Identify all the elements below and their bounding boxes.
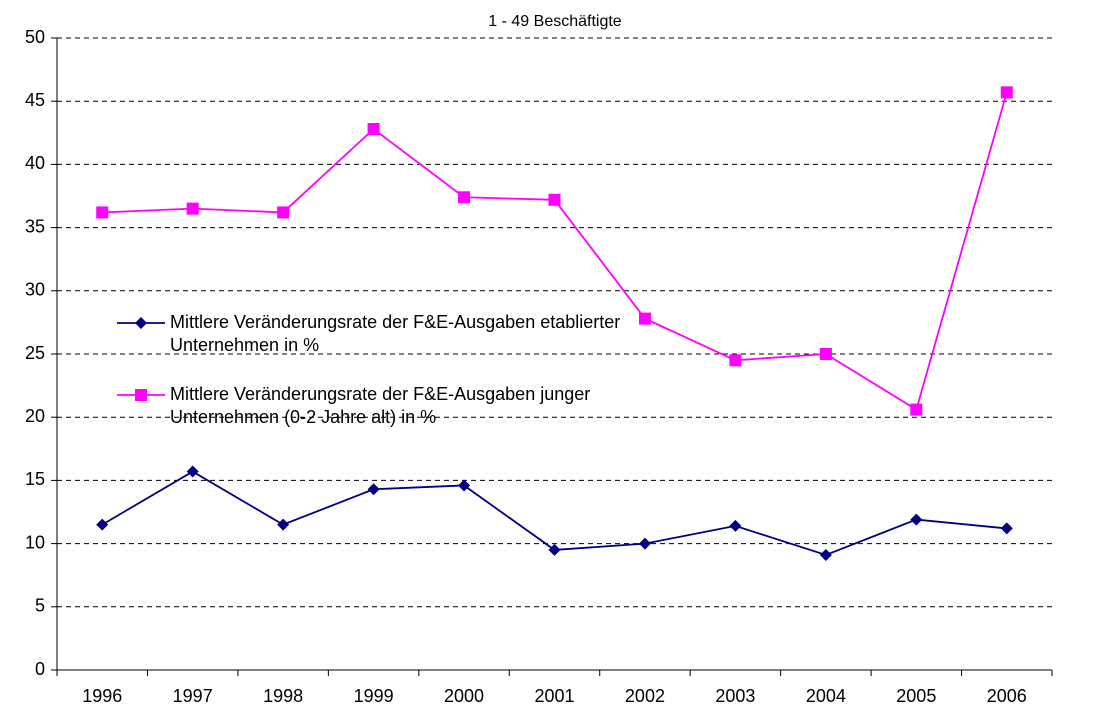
x-tick-label: 1998 xyxy=(263,686,303,706)
y-tick-label: 20 xyxy=(25,406,45,426)
legend-label: Mittlere Veränderungsrate der F&E-Ausgab… xyxy=(170,384,591,427)
series-line xyxy=(102,92,1008,412)
x-tick-label: 2004 xyxy=(806,686,846,706)
x-tick-label: 2006 xyxy=(987,686,1027,706)
x-tick-label: 2005 xyxy=(896,686,936,706)
y-tick-label: 0 xyxy=(35,659,45,679)
marker xyxy=(186,202,199,215)
marker xyxy=(367,483,380,496)
marker xyxy=(910,403,923,416)
y-tick-label: 15 xyxy=(25,469,45,489)
marker xyxy=(910,513,923,526)
marker xyxy=(135,317,147,329)
marker xyxy=(638,312,651,325)
marker xyxy=(458,191,471,204)
marker xyxy=(548,543,561,556)
y-tick-label: 10 xyxy=(25,532,45,552)
x-tick-label: 2001 xyxy=(534,686,574,706)
x-tick-label: 2003 xyxy=(715,686,755,706)
x-tick-label: 2002 xyxy=(625,686,665,706)
marker xyxy=(638,537,651,550)
legend-label: Mittlere Veränderungsrate der F&E-Ausgab… xyxy=(170,312,621,355)
marker xyxy=(1000,522,1013,535)
y-tick-label: 5 xyxy=(35,596,45,616)
x-tick-label: 2000 xyxy=(444,686,484,706)
y-tick-label: 35 xyxy=(25,216,45,236)
x-tick-label: 1996 xyxy=(82,686,122,706)
marker xyxy=(1000,86,1013,99)
marker xyxy=(729,519,742,532)
y-tick-label: 45 xyxy=(25,90,45,110)
marker xyxy=(548,193,561,206)
y-tick-label: 25 xyxy=(25,343,45,363)
marker xyxy=(135,389,147,401)
y-tick-label: 50 xyxy=(25,27,45,47)
marker xyxy=(729,354,742,367)
marker xyxy=(277,206,290,219)
marker xyxy=(186,465,199,478)
y-tick-label: 30 xyxy=(25,280,45,300)
chart-title: 1 - 49 Beschäftigte xyxy=(488,13,622,30)
marker xyxy=(96,518,109,531)
marker xyxy=(367,123,380,136)
marker xyxy=(819,548,832,561)
marker xyxy=(819,348,832,360)
y-tick-label: 40 xyxy=(25,153,45,173)
marker xyxy=(458,479,471,492)
x-tick-label: 1997 xyxy=(173,686,213,706)
marker xyxy=(277,518,290,531)
series-line xyxy=(101,470,1007,556)
marker xyxy=(96,206,109,219)
x-tick-label: 1999 xyxy=(354,686,394,706)
